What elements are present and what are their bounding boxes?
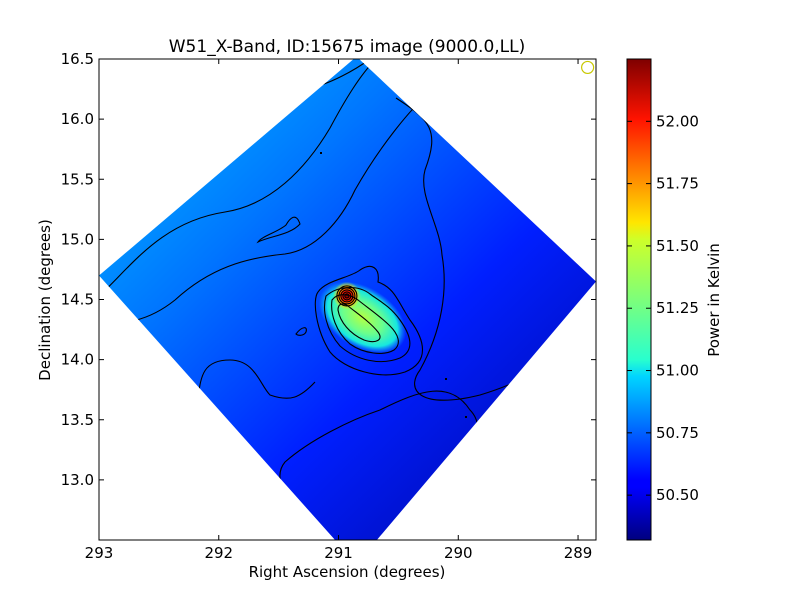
colorbar-gradient xyxy=(626,58,652,541)
y-axis: 13.0 13.5 14.0 14.5 15.0 15.5 16.0 16.5 xyxy=(61,50,596,489)
y-tick-label: 15.0 xyxy=(61,230,94,248)
chart-title: W51_X-Band, ID:15675 image (9000.0,LL) xyxy=(169,37,526,57)
y-tick-label: 14.0 xyxy=(61,351,94,369)
y-tick-label: 15.5 xyxy=(61,170,94,188)
x-axis-label: Right Ascension (degrees) xyxy=(249,563,446,581)
contour-upper-band xyxy=(99,96,426,323)
colorbar-tick-label: 51.50 xyxy=(656,237,699,255)
x-tick-label: 293 xyxy=(85,544,114,562)
y-tick-label: 16.0 xyxy=(61,110,94,128)
peak-contour-ring xyxy=(340,289,354,303)
plot-area xyxy=(99,59,596,540)
peak-contour-ring xyxy=(344,293,350,299)
peak-contour-ring xyxy=(338,287,356,305)
colorbar-tick-label: 50.50 xyxy=(656,486,699,504)
x-tick-label: 292 xyxy=(204,544,233,562)
peak-contour-ring xyxy=(342,291,352,301)
contour-source-core xyxy=(337,303,381,343)
x-tick-label: 291 xyxy=(324,544,353,562)
x-tick-label: 289 xyxy=(564,544,593,562)
y-tick-label: 16.5 xyxy=(61,50,94,68)
colorbar-tick-label: 51.25 xyxy=(656,299,699,317)
peak-contour-ring xyxy=(336,285,358,307)
y-axis-label: Declination (degrees) xyxy=(36,219,54,381)
beam-marker xyxy=(581,60,595,75)
contour-source-inner xyxy=(331,294,399,354)
colorbar-ticks: 50.50 50.75 51.00 51.25 51.50 51.75 52.00 xyxy=(627,112,699,504)
contour-small-loop xyxy=(295,327,307,336)
x-tick-label: 290 xyxy=(444,544,473,562)
x-axis: 293 292 291 290 289 xyxy=(85,59,593,562)
contour-northeast xyxy=(99,59,377,297)
colorbar-tick-label: 52.00 xyxy=(656,112,699,130)
contour-source-outer xyxy=(314,265,423,376)
contour-island xyxy=(256,216,301,244)
contour-east-band xyxy=(395,97,591,401)
peak-contour-rings xyxy=(336,285,358,307)
y-tick-label: 13.5 xyxy=(61,411,94,429)
y-tick-label: 14.5 xyxy=(61,291,94,309)
colorbar-tick-label: 50.75 xyxy=(656,424,699,442)
colorbar-label: Power in Kelvin xyxy=(705,243,723,357)
colorbar: 50.50 50.75 51.00 51.25 51.50 51.75 52.00 Powe… xyxy=(626,58,723,541)
colorbar-tick-label: 51.75 xyxy=(656,175,699,193)
contour-source-mid xyxy=(323,286,411,363)
colorbar-tick-label: 51.00 xyxy=(656,362,699,380)
y-tick-label: 13.0 xyxy=(61,471,94,489)
